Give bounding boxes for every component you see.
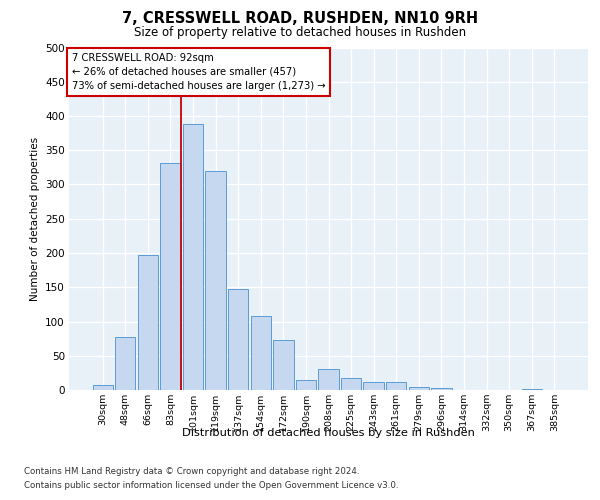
Bar: [92, 384, 113, 390]
Bar: [228, 288, 248, 390]
Bar: [205, 171, 226, 390]
Text: 7, CRESSWELL ROAD, RUSHDEN, NN10 9RH: 7, CRESSWELL ROAD, RUSHDEN, NN10 9RH: [122, 11, 478, 26]
Text: Size of property relative to detached houses in Rushden: Size of property relative to detached ho…: [134, 26, 466, 39]
Bar: [296, 380, 316, 390]
Bar: [431, 388, 452, 390]
Text: 7 CRESSWELL ROAD: 92sqm
← 26% of detached houses are smaller (457)
73% of semi-d: 7 CRESSWELL ROAD: 92sqm ← 26% of detache…: [71, 52, 325, 90]
Bar: [273, 340, 293, 390]
Bar: [319, 370, 338, 390]
Bar: [409, 386, 429, 390]
Text: Contains HM Land Registry data © Crown copyright and database right 2024.: Contains HM Land Registry data © Crown c…: [24, 468, 359, 476]
Bar: [386, 382, 406, 390]
Bar: [115, 336, 136, 390]
Text: Contains public sector information licensed under the Open Government Licence v3: Contains public sector information licen…: [24, 481, 398, 490]
Text: Distribution of detached houses by size in Rushden: Distribution of detached houses by size …: [182, 428, 475, 438]
Bar: [364, 382, 384, 390]
Bar: [160, 162, 181, 390]
Bar: [341, 378, 361, 390]
Bar: [183, 124, 203, 390]
Bar: [251, 316, 271, 390]
Y-axis label: Number of detached properties: Number of detached properties: [29, 136, 40, 301]
Bar: [521, 388, 542, 390]
Bar: [138, 255, 158, 390]
